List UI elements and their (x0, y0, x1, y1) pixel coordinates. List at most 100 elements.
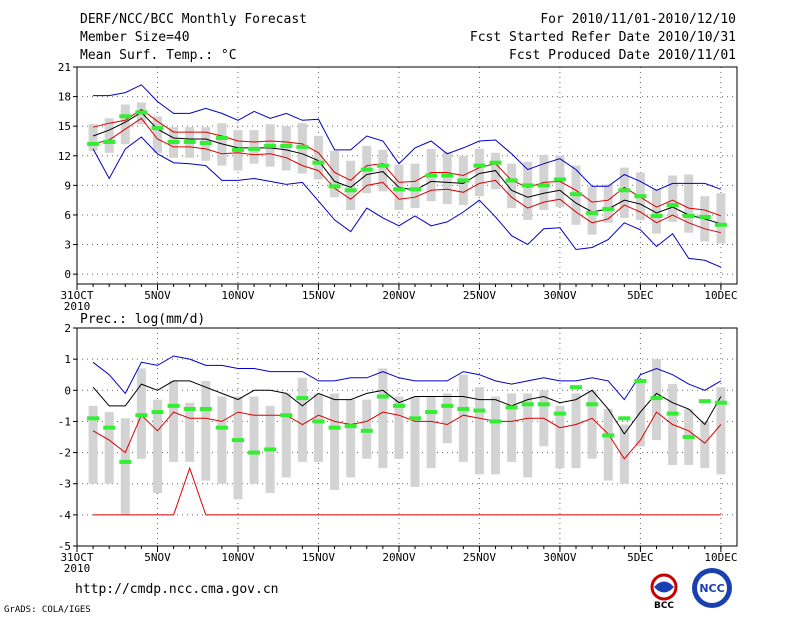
prec-box-bar (201, 380, 211, 481)
temp-lower-line (92, 117, 722, 234)
prec-box-bar (635, 380, 645, 447)
fcst-produced-date: Fcst Produced Date 2010/11/01 (509, 48, 736, 63)
prec-median-marker (376, 394, 389, 399)
temp-median-marker (537, 183, 550, 188)
temp-median-marker (618, 188, 631, 193)
prec-xtick-label: 15NOV (302, 551, 335, 564)
prec-frame (76, 327, 738, 547)
prec-median-marker (199, 406, 212, 411)
prec-ytick-label: 1 (64, 353, 71, 366)
temp-xtick-label: 5DEC (627, 289, 654, 302)
prec-median-marker (183, 406, 196, 411)
prec-box-bar (410, 396, 420, 487)
temp-median-marker (296, 144, 309, 149)
temp-median-marker (714, 222, 727, 227)
prec-median-marker (473, 408, 486, 413)
prec-ytick-label: -2 (58, 447, 71, 460)
temp-box-bar (668, 175, 678, 222)
temp-median-marker (215, 136, 228, 141)
temp-median-marker (119, 114, 132, 119)
temp-median-marker (87, 141, 100, 146)
temp-box-bar (587, 186, 597, 235)
temp-median-marker (666, 203, 679, 208)
ncc-logo-text: NCC (699, 582, 724, 595)
temp-ytick-label: 12 (58, 150, 71, 163)
prec-box-bar (169, 380, 179, 462)
temp-xtick-label: 25NOV (463, 289, 496, 302)
prec-box-bar (152, 399, 162, 494)
temp-min-line (92, 136, 722, 268)
temp-box-bar (378, 149, 388, 192)
prec-box-bar (474, 387, 484, 475)
temp-median-marker (425, 173, 438, 178)
temp-box-bar (281, 126, 291, 171)
temp-xtick-label: 5NOV (144, 289, 171, 302)
temp-ytick-label: 0 (64, 268, 71, 281)
prec-median-marker (666, 411, 679, 416)
prec-median-marker (248, 450, 261, 455)
prec-median-marker (312, 419, 325, 424)
temp-xtick-year: 2010 (64, 300, 91, 313)
prec-median-marker (714, 400, 727, 405)
temp-median-marker (135, 110, 148, 115)
website-link[interactable]: http://cmdp.ncc.cma.gov.cn (75, 582, 279, 597)
temp-median-marker (441, 173, 454, 178)
temp-box-bar (104, 118, 114, 153)
prec-median-marker (151, 410, 164, 415)
temp-median-marker (457, 178, 470, 183)
prec-median-marker (457, 406, 470, 411)
prec-median-marker (521, 402, 534, 407)
member-size-label: Member Size=40 (80, 30, 190, 45)
temp-median-marker (521, 183, 534, 188)
prec-median-marker (570, 385, 583, 390)
prec-median-marker (682, 435, 695, 439)
temp-median-marker (103, 139, 116, 144)
temp-median-marker (602, 207, 615, 212)
prec-box-bar (491, 396, 501, 475)
prec-box-bar (426, 396, 436, 469)
prec-box-bar (217, 396, 227, 484)
prec-median-marker (618, 416, 631, 421)
temp-box-bar (474, 148, 484, 197)
prec-box-bar (120, 418, 130, 515)
temp-box-bar (507, 163, 517, 209)
temp-median-marker (360, 167, 373, 172)
temp-box-bar (346, 160, 356, 211)
temp-box-bar (716, 193, 726, 244)
chart-title: DERF/NCC/BCC Monthly Forecast (80, 12, 307, 27)
prec-median-marker (650, 396, 663, 401)
temp-median-marker (344, 188, 357, 193)
prec-box-bar (555, 405, 565, 469)
temp-median-marker (248, 146, 261, 151)
prec-box-bar (88, 405, 98, 484)
prec-box-bar (297, 377, 307, 462)
temp-median-marker (231, 147, 244, 152)
prec-box-bar (716, 387, 726, 475)
prec-median-marker (602, 433, 615, 438)
temp-box-bar (603, 184, 613, 223)
temp-box-bar (120, 104, 130, 144)
temp-xtick-label: 31OCT (60, 289, 93, 302)
prec-xtick-label: 5DEC (627, 551, 654, 564)
temp-ytick-label: 9 (64, 179, 71, 192)
prec-median-marker (344, 424, 357, 429)
temp-median-marker (586, 210, 599, 215)
temp-box-bar (217, 123, 227, 166)
prec-median-marker (537, 402, 550, 407)
temp-ytick-label: 6 (64, 209, 71, 222)
forecast-period: For 2010/11/01-2010/12/10 (540, 12, 736, 27)
temp-median-marker (553, 177, 566, 182)
temp-box-bar (442, 151, 452, 205)
temp-median-marker (199, 140, 212, 145)
prec-box-bar (313, 393, 323, 462)
variable-label: Mean Surf. Temp.: °C (80, 48, 237, 63)
grads-credit: GrADS: COLA/IGES (4, 605, 91, 615)
temp-median-marker (489, 160, 502, 165)
temp-median-marker (409, 187, 422, 192)
prec-median-marker (634, 378, 647, 383)
prec-mean-line (92, 380, 722, 435)
prec-box-bar (700, 421, 710, 469)
prec-median-marker (586, 402, 599, 407)
temp-median-marker (505, 178, 518, 183)
